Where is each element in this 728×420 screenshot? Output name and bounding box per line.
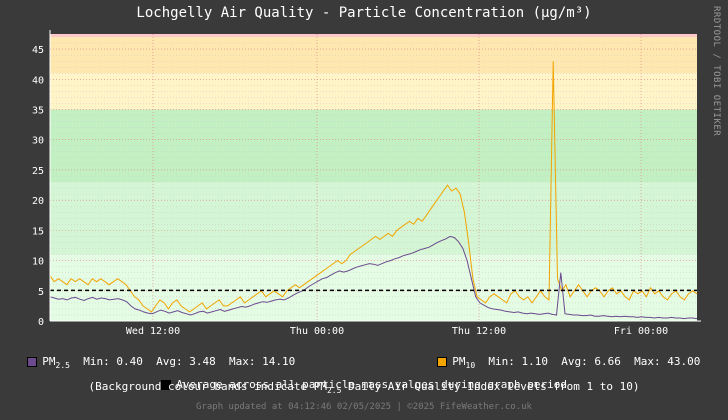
legend-pm10: PM10 Min: 1.10 Avg: 6.66 Max: 43.00 [424,342,700,370]
y-tick-label: 25 [32,166,44,177]
y-tick-label: 20 [32,196,44,207]
x-tick-label: Fri 00:00 [614,326,668,337]
footer: Graph updated at 04:12:46 02/05/2025 | ©… [196,402,532,412]
aqi-band-1 [50,254,697,321]
pm25-swatch [27,357,38,367]
average-swatch [161,380,172,390]
pm10-max: 43.00 [667,355,701,368]
chart-svg: 0 5 10 15 20 25 30 35 40 45 Wed 12:00 Thu 00:00 Thu … [32,30,701,337]
pm25-avg: 3.48 [189,355,216,368]
bands-note: (Background colour bands indicate PM2.5 … [88,380,640,396]
legend-pm25: PM2.5 Min: 0.40 Avg: 3.48 Max: 14.10 [14,342,295,370]
pm25-min: 0.40 [116,355,143,368]
y-tick-label: 45 [32,45,44,56]
aqi-band-2 [50,182,697,255]
pm25-max: 14.10 [262,355,296,368]
y-tick-label: 35 [32,106,44,117]
y-tick-label: 5 [38,287,44,298]
y-tick-label: 15 [32,226,44,237]
watermark: RRDTOOL / TOBI OETIKER [711,6,721,137]
aqi-band-6 [50,34,697,38]
aqi-band-3 [50,109,697,183]
y-tick-label: 40 [32,75,44,86]
legend-average: Average across all particle mass values … [148,365,567,391]
pm10-min: 1.10 [521,355,549,368]
x-tick-label: Wed 12:00 [126,326,180,337]
y-tick-label: 10 [32,257,44,268]
pm10-swatch [437,357,448,367]
chart-title: Lochgelly Air Quality - Particle Concent… [136,5,592,21]
y-tick-label: 30 [32,136,44,147]
x-tick-label: Thu 12:00 [452,326,506,337]
pm10-avg: 6.66 [594,355,621,368]
series-line-pm25 [49,235,698,320]
y-tick-label: 0 [38,317,44,328]
aqi-band-4 [50,73,697,110]
series-line-pm10 [49,61,698,313]
aqi-band-5 [50,37,697,74]
x-tick-label: Thu 00:00 [290,326,344,337]
